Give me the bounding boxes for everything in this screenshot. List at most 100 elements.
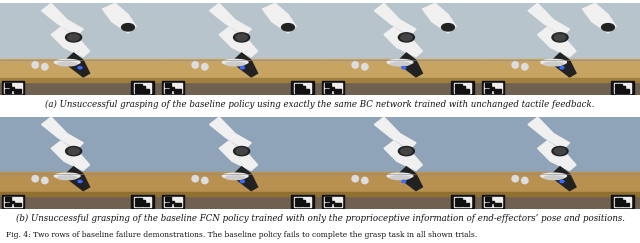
Ellipse shape — [512, 175, 518, 182]
Bar — [484, 197, 502, 207]
Bar — [620, 86, 625, 89]
Ellipse shape — [66, 33, 82, 42]
Ellipse shape — [398, 33, 415, 42]
Bar — [325, 197, 332, 201]
Bar — [320, 59, 480, 79]
Polygon shape — [397, 53, 422, 77]
Ellipse shape — [226, 176, 244, 180]
Bar — [320, 172, 480, 192]
Ellipse shape — [236, 34, 247, 41]
Bar — [14, 203, 20, 206]
Polygon shape — [397, 167, 422, 191]
Bar — [324, 83, 342, 93]
Bar — [615, 84, 621, 88]
Bar — [135, 198, 141, 202]
Ellipse shape — [68, 34, 79, 41]
Ellipse shape — [66, 147, 82, 156]
Bar — [490, 87, 495, 90]
Polygon shape — [210, 117, 252, 149]
Bar — [143, 89, 148, 93]
Bar — [482, 195, 504, 208]
Ellipse shape — [560, 67, 564, 69]
Bar — [463, 203, 468, 206]
Bar — [494, 203, 500, 206]
Bar — [10, 201, 14, 203]
Polygon shape — [262, 3, 296, 33]
Text: (b) Unsuccessful grasping of the baseline FCN policy trained with only the propr: (b) Unsuccessful grasping of the baselin… — [15, 213, 625, 223]
Bar — [5, 89, 12, 93]
Ellipse shape — [226, 62, 244, 66]
Bar — [320, 78, 480, 82]
Bar — [4, 83, 22, 93]
Polygon shape — [374, 3, 416, 35]
Bar — [480, 81, 640, 95]
Bar — [295, 84, 301, 88]
Bar — [480, 3, 640, 60]
Bar — [5, 83, 12, 87]
Bar — [455, 203, 461, 206]
Bar — [303, 89, 309, 93]
Ellipse shape — [544, 176, 563, 180]
Ellipse shape — [58, 176, 77, 180]
Bar — [294, 83, 311, 93]
Ellipse shape — [552, 147, 568, 156]
Bar — [161, 81, 184, 94]
Bar — [160, 3, 320, 60]
Bar — [615, 203, 621, 206]
Bar — [484, 83, 502, 93]
Bar — [2, 81, 24, 94]
Bar — [620, 200, 625, 203]
Bar — [611, 195, 634, 208]
Bar — [494, 89, 500, 93]
Bar — [485, 83, 492, 87]
Bar — [165, 203, 172, 206]
Bar — [160, 78, 320, 82]
Bar — [454, 197, 471, 207]
Bar — [322, 195, 344, 208]
Ellipse shape — [241, 180, 244, 182]
Ellipse shape — [352, 175, 358, 182]
Bar — [455, 84, 461, 88]
Bar — [10, 87, 14, 90]
Polygon shape — [64, 167, 90, 191]
Polygon shape — [219, 27, 258, 57]
Bar — [0, 195, 160, 209]
Bar — [170, 201, 174, 203]
Polygon shape — [42, 3, 83, 35]
Bar — [615, 89, 621, 93]
Bar — [134, 83, 151, 93]
Ellipse shape — [402, 67, 406, 69]
Bar — [325, 203, 332, 206]
Polygon shape — [51, 141, 90, 170]
Bar — [0, 172, 160, 192]
Bar — [300, 86, 305, 89]
Ellipse shape — [552, 33, 568, 42]
Ellipse shape — [402, 180, 406, 182]
Polygon shape — [384, 27, 422, 57]
Bar — [14, 89, 20, 93]
Ellipse shape — [68, 148, 79, 154]
Bar — [480, 117, 640, 174]
Ellipse shape — [223, 173, 248, 179]
Bar — [160, 172, 320, 192]
Bar — [334, 89, 340, 93]
Bar — [480, 78, 640, 82]
Bar — [485, 203, 492, 206]
Ellipse shape — [522, 64, 528, 70]
Ellipse shape — [352, 62, 358, 68]
Polygon shape — [582, 3, 616, 33]
Ellipse shape — [202, 177, 208, 184]
Bar — [480, 195, 640, 209]
Bar — [160, 195, 320, 209]
Polygon shape — [384, 141, 422, 170]
Ellipse shape — [390, 176, 410, 180]
Bar — [615, 198, 621, 202]
Bar — [480, 59, 640, 79]
Ellipse shape — [234, 33, 250, 42]
Ellipse shape — [241, 67, 244, 69]
Bar — [294, 197, 311, 207]
Bar — [454, 83, 471, 93]
Ellipse shape — [401, 34, 412, 41]
Bar — [482, 81, 504, 94]
Polygon shape — [528, 117, 570, 149]
